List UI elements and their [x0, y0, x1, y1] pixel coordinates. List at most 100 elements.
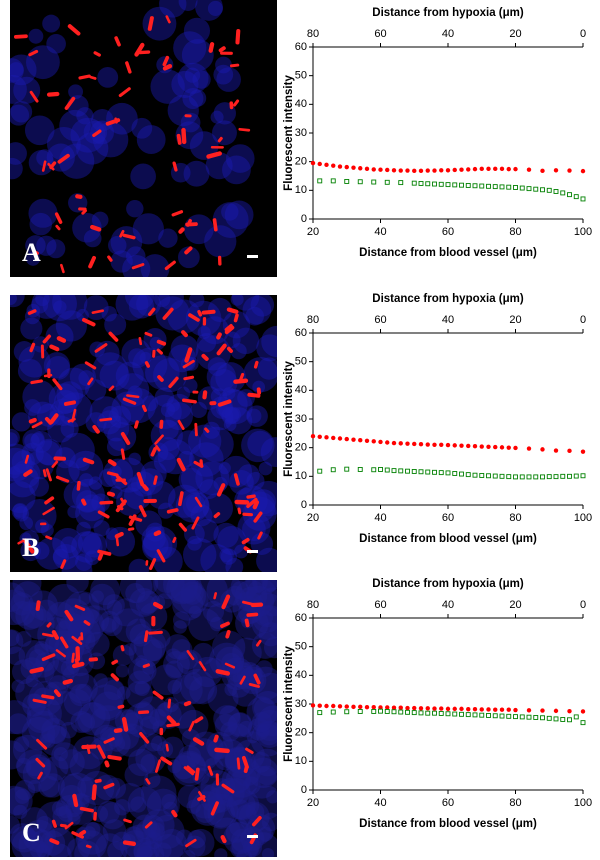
vessel	[64, 821, 74, 830]
point	[567, 717, 572, 723]
tissue	[132, 213, 164, 245]
point	[411, 180, 417, 186]
point	[330, 178, 336, 184]
tissue	[257, 357, 277, 380]
vessel	[120, 497, 126, 506]
tissue	[186, 799, 201, 814]
tissue	[187, 535, 202, 551]
point	[472, 166, 478, 172]
point	[445, 470, 451, 476]
tissue	[256, 724, 269, 738]
tissue	[10, 600, 36, 626]
tissue	[195, 0, 223, 21]
tissue	[220, 455, 253, 488]
point	[391, 709, 397, 715]
tissue	[189, 442, 224, 477]
vessel	[245, 747, 254, 755]
vessel	[166, 715, 177, 726]
x-tick-label: 60	[442, 512, 454, 524]
tissue	[195, 335, 231, 371]
tissue	[11, 450, 35, 474]
point	[412, 705, 417, 711]
vessel	[120, 645, 125, 652]
tissue	[46, 126, 81, 161]
point	[324, 703, 329, 709]
vessel	[134, 42, 145, 57]
vessel	[45, 535, 53, 540]
vessel	[154, 434, 164, 445]
tissue	[76, 107, 94, 125]
tissue	[166, 580, 198, 605]
tissue	[26, 695, 62, 731]
tissue	[248, 785, 277, 820]
tissue	[25, 674, 39, 688]
point	[519, 185, 525, 191]
tissue	[40, 523, 54, 537]
tissue	[241, 428, 275, 463]
tissue	[210, 369, 238, 397]
point	[418, 442, 424, 447]
tissue	[200, 544, 233, 572]
tissue	[167, 94, 199, 127]
tissue	[207, 297, 233, 322]
tissue	[107, 841, 128, 857]
tissue	[175, 489, 210, 523]
point	[472, 712, 478, 718]
point	[432, 706, 437, 711]
point	[330, 709, 336, 715]
tissue	[88, 476, 103, 490]
tissue	[252, 690, 277, 723]
vessel	[156, 339, 167, 346]
vessel	[72, 793, 79, 808]
tissue	[257, 705, 277, 737]
point	[486, 473, 491, 479]
tissue	[29, 212, 53, 236]
tissue	[133, 628, 167, 662]
tissue	[76, 308, 89, 322]
y-tick-label: 40	[295, 669, 307, 681]
tissue	[176, 386, 191, 400]
point	[351, 165, 356, 170]
tissue	[200, 316, 230, 345]
vessel	[134, 420, 139, 429]
point	[358, 438, 363, 443]
tissue	[133, 837, 160, 857]
tissue	[230, 295, 244, 306]
tissue	[157, 828, 188, 857]
point	[351, 437, 356, 442]
point	[506, 184, 512, 190]
point	[344, 466, 350, 472]
tissue	[47, 843, 72, 857]
tissue	[136, 468, 164, 496]
point	[560, 717, 566, 722]
x-axis-label: Distance from blood vessel (μm)	[359, 533, 537, 545]
tissue	[10, 582, 26, 612]
tissue	[34, 640, 49, 656]
tissue	[250, 593, 277, 628]
tissue	[210, 110, 224, 124]
tissue	[261, 812, 277, 832]
tissue	[214, 848, 228, 857]
tissue	[67, 812, 81, 826]
point	[526, 714, 532, 720]
vessel	[29, 90, 39, 103]
tissue	[223, 777, 251, 806]
point	[378, 705, 383, 710]
tissue	[253, 697, 275, 719]
tissue	[25, 251, 41, 266]
tissue	[64, 604, 95, 636]
tissue	[20, 657, 44, 680]
vessel	[181, 330, 188, 338]
tissue	[124, 763, 149, 787]
tissue	[233, 739, 265, 771]
vessel	[32, 698, 47, 704]
tissue	[90, 580, 121, 606]
tissue	[10, 428, 20, 447]
tissue	[225, 764, 259, 798]
tissue	[189, 131, 219, 160]
vessel	[42, 469, 47, 477]
tissue	[31, 659, 55, 683]
vessel	[251, 815, 262, 827]
tissue	[135, 510, 162, 538]
point	[398, 180, 404, 186]
